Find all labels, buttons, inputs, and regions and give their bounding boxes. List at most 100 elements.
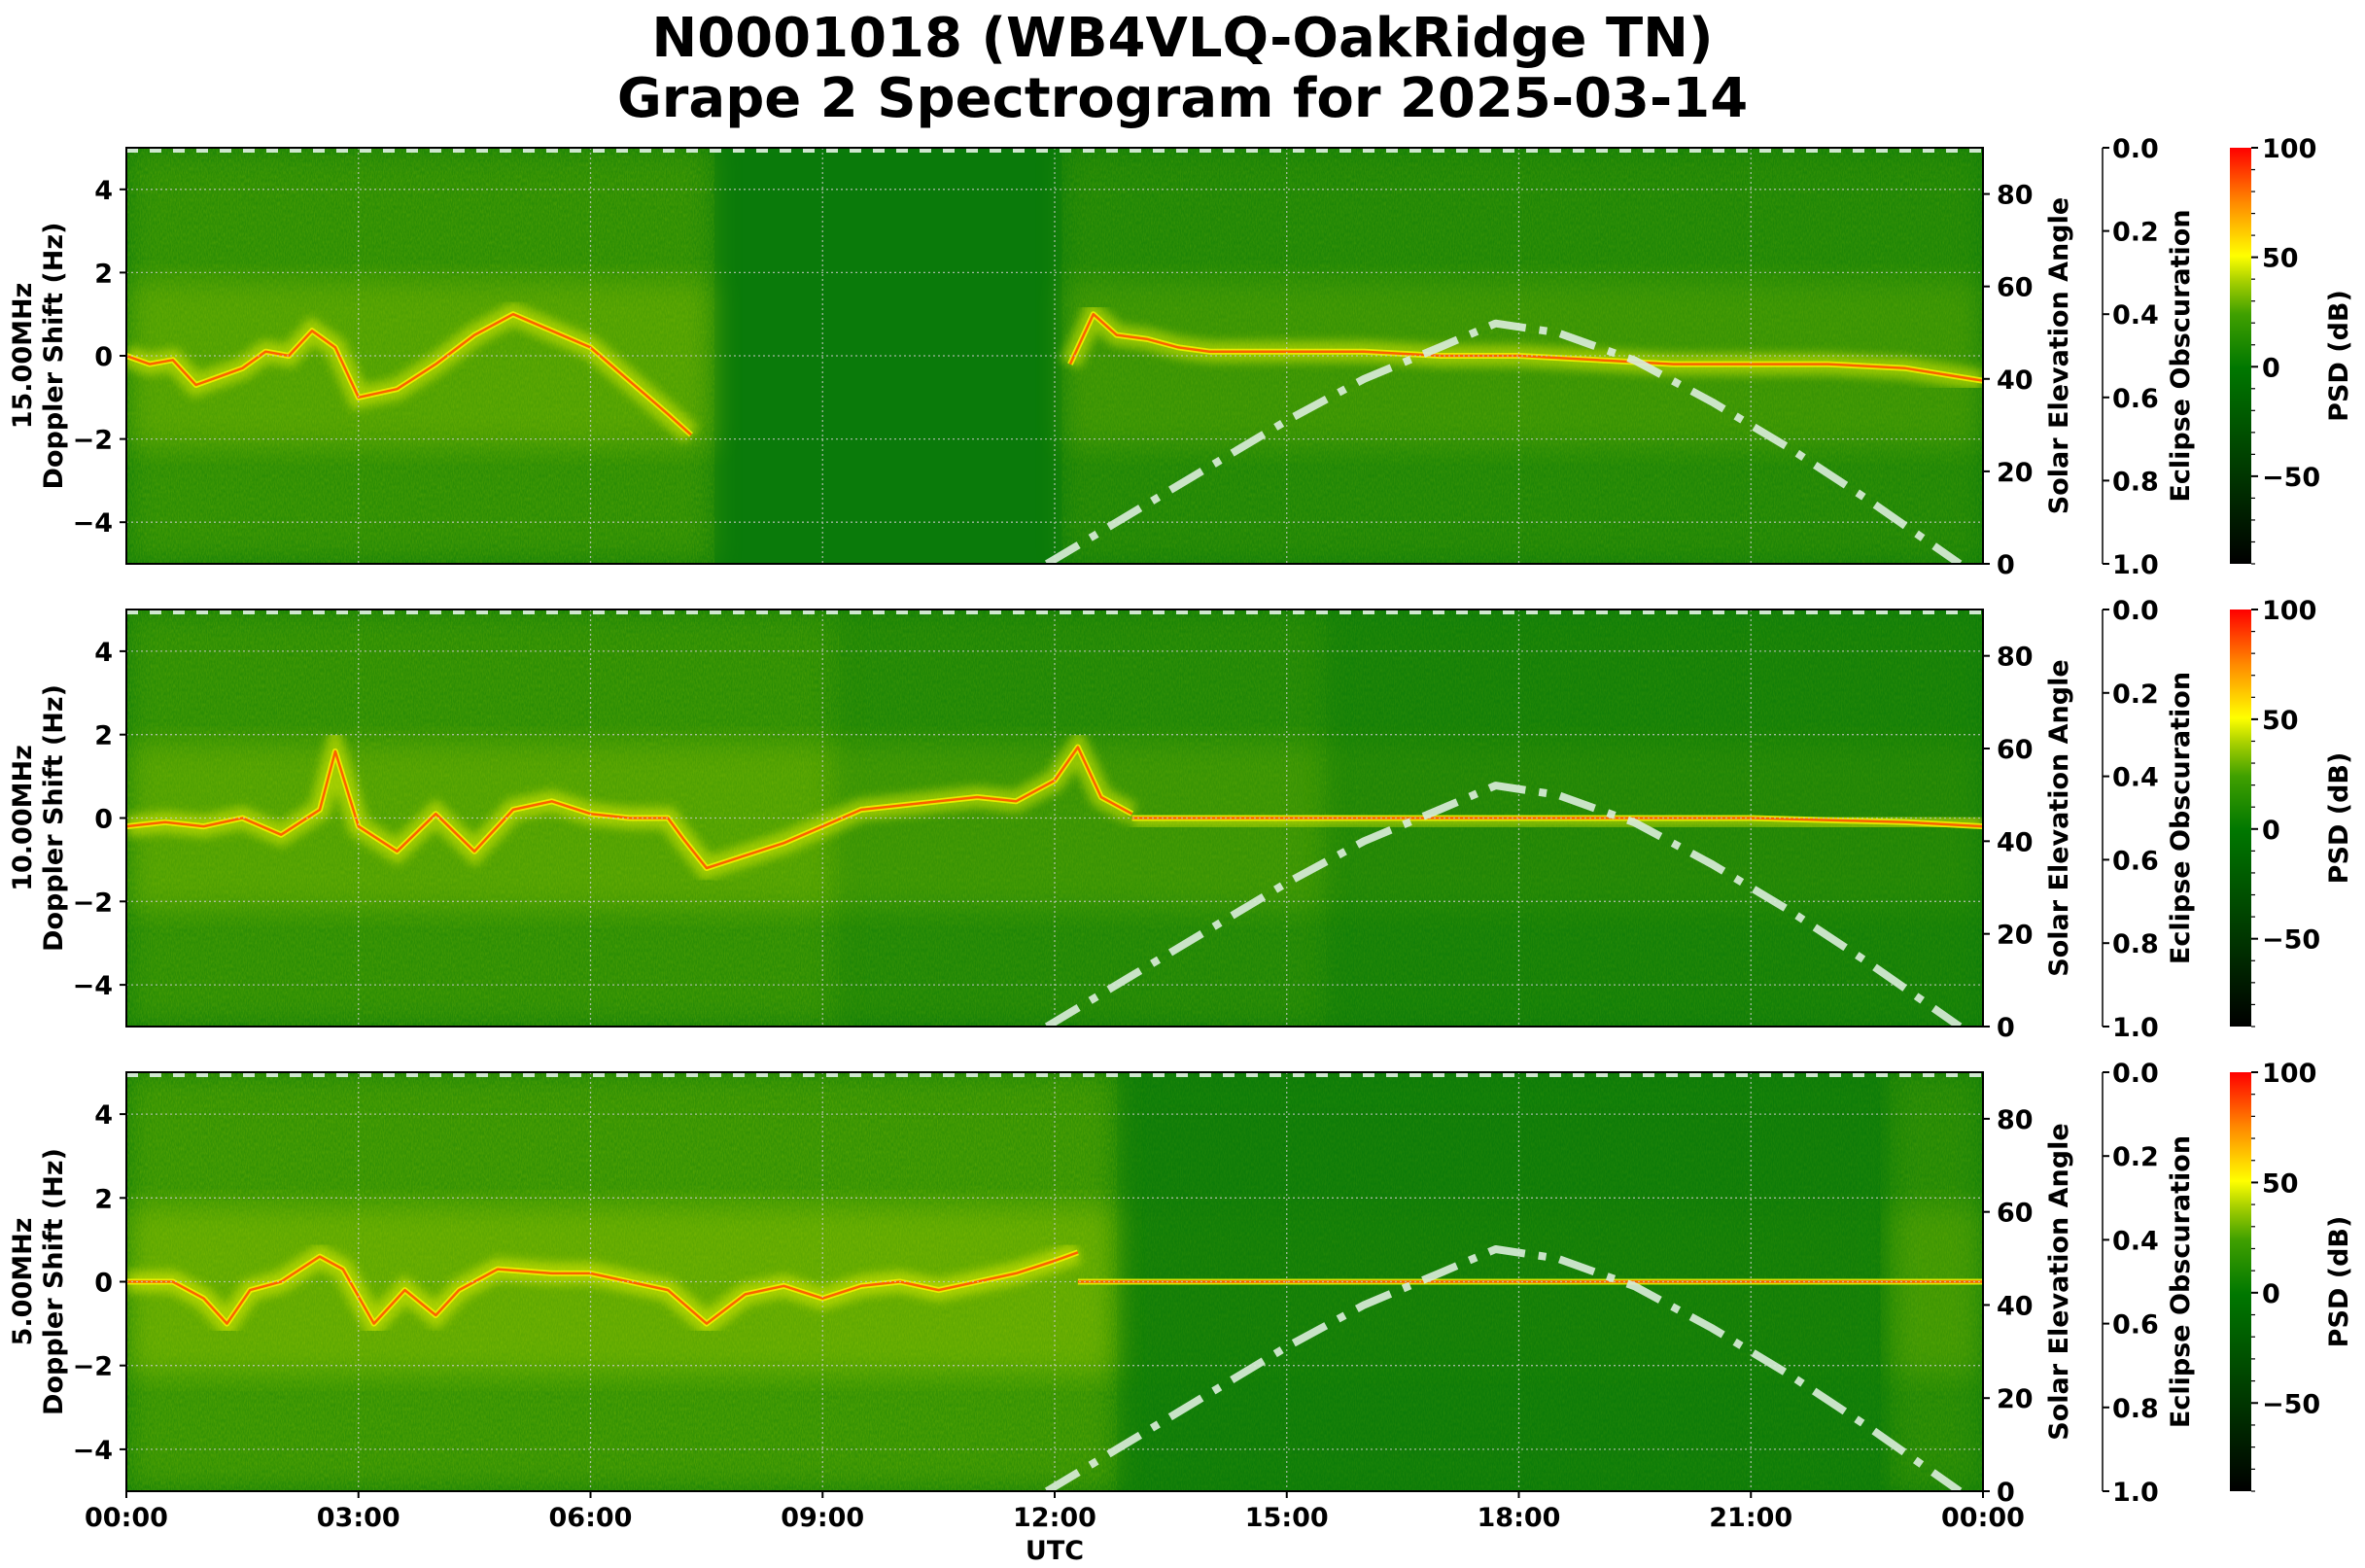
y-tick-label: 4	[94, 1100, 113, 1131]
y-tick-label: 0	[94, 1269, 113, 1299]
solar-elevation-axis-label: Solar Elevation Angle	[2044, 659, 2074, 976]
colorbar-tick-label: 0	[2262, 353, 2280, 383]
y-tick-label: 2	[94, 259, 113, 289]
grid-lines	[126, 148, 1983, 564]
eclipse-tick-label: 0.6	[2112, 384, 2159, 414]
eclipse-tick-label: 0.2	[2112, 1142, 2159, 1172]
panel-15.00mhz: 420−2−415.00MHz Doppler Shift (Hz)8060402…	[8, 134, 2354, 580]
x-tick-label: 12:00	[1013, 1503, 1096, 1533]
y-axis-frequency-label: 15.00MHz	[8, 283, 38, 430]
y-tick-label: 2	[94, 721, 113, 751]
solar-elevation-axis-label: Solar Elevation Angle	[2044, 197, 2074, 514]
solar-elevation-tick-label: 0	[1997, 1478, 2015, 1508]
solar-elevation-tick-label: 60	[1997, 1199, 2034, 1229]
eclipse-tick-label: 0.6	[2112, 846, 2159, 876]
y-tick-label: −2	[73, 426, 113, 456]
x-axis-label: UTC	[1026, 1536, 1084, 1566]
colorbar-tick-label: 50	[2262, 706, 2299, 736]
eclipse-tick-label: 0.2	[2112, 218, 2159, 248]
colorbar-tick-label: 50	[2262, 1168, 2299, 1199]
colorbar-label: PSD (dB)	[2324, 1216, 2354, 1348]
solar-elevation-tick-label: 20	[1997, 458, 2034, 488]
x-tick-label: 18:00	[1478, 1503, 1561, 1533]
solar-elevation-tick-label: 20	[1997, 921, 2034, 951]
y-tick-label: −4	[73, 971, 113, 1001]
solar-elevation-tick-label: 60	[1997, 273, 2034, 303]
eclipse-tick-label: 1.0	[2112, 1478, 2159, 1508]
colorbar-tick-label: 0	[2262, 1279, 2280, 1309]
solar-elevation-tick-label: 0	[1997, 1013, 2015, 1043]
eclipse-axis-label: Eclipse Obscuration	[2166, 209, 2196, 502]
colorbar-label: PSD (dB)	[2324, 752, 2354, 885]
spectrogram-image	[126, 610, 1983, 1027]
solar-elevation-tick-label: 20	[1997, 1384, 2034, 1414]
x-tick-label: 15:00	[1245, 1503, 1329, 1533]
eclipse-tick-label: 0.8	[2112, 1394, 2159, 1424]
y-axis-doppler-label: Doppler Shift (Hz)	[39, 223, 69, 490]
eclipse-tick-label: 0.2	[2112, 679, 2159, 710]
solar-elevation-tick-label: 40	[1997, 1291, 2034, 1321]
colorbar-tick-label: −50	[2262, 463, 2320, 493]
x-tick-label: 09:00	[781, 1503, 864, 1533]
eclipse-tick-label: 0.8	[2112, 467, 2159, 497]
colorbar-tick-label: 50	[2262, 244, 2299, 274]
x-tick-label: 00:00	[1941, 1503, 2025, 1533]
chart-title-line-1: N0001018 (WB4VLQ-OakRidge TN)	[651, 7, 1714, 70]
eclipse-tick-label: 0.4	[2112, 763, 2159, 793]
x-tick-label: 03:00	[317, 1503, 400, 1533]
eclipse-tick-label: 0.0	[2112, 596, 2159, 626]
solar-elevation-tick-label: 40	[1997, 366, 2034, 396]
y-tick-label: −2	[73, 888, 113, 918]
y-axis-doppler-label: Doppler Shift (Hz)	[39, 684, 69, 952]
y-tick-label: −2	[73, 1352, 113, 1382]
y-axis-frequency-label: 5.00MHz	[8, 1218, 38, 1346]
solar-elevation-tick-label: 0	[1997, 550, 2015, 580]
colorbar-tick-label: 100	[2262, 1059, 2316, 1089]
eclipse-axis-label: Eclipse Obscuration	[2166, 672, 2196, 964]
solar-elevation-tick-label: 40	[1997, 827, 2034, 857]
spectrogram-image	[126, 148, 1983, 564]
spectrogram-image	[126, 1072, 1983, 1491]
solar-elevation-axis-label: Solar Elevation Angle	[2044, 1123, 2074, 1440]
grid-lines	[126, 1072, 1983, 1491]
solar-elevation-tick-label: 60	[1997, 735, 2034, 765]
colorbar-tick-label: −50	[2262, 925, 2320, 956]
y-tick-label: 2	[94, 1184, 113, 1214]
eclipse-tick-label: 0.6	[2112, 1310, 2159, 1341]
colorbar-tick-label: −50	[2262, 1389, 2320, 1419]
grid-lines	[126, 610, 1983, 1027]
eclipse-tick-label: 1.0	[2112, 1013, 2159, 1043]
eclipse-tick-label: 0.4	[2112, 1226, 2159, 1256]
solar-elevation-tick-label: 80	[1997, 643, 2034, 673]
x-tick-label: 06:00	[549, 1503, 633, 1533]
y-axis-frequency-label: 10.00MHz	[8, 745, 38, 891]
eclipse-tick-label: 0.8	[2112, 929, 2159, 959]
eclipse-axis-label: Eclipse Obscuration	[2166, 1135, 2196, 1428]
y-tick-label: −4	[73, 508, 113, 539]
chart-title-line-2: Grape 2 Spectrogram for 2025-03-14	[616, 67, 1749, 130]
eclipse-tick-label: 1.0	[2112, 550, 2159, 580]
y-tick-label: 4	[94, 176, 113, 206]
y-axis-doppler-label: Doppler Shift (Hz)	[39, 1148, 69, 1415]
y-tick-label: −4	[73, 1436, 113, 1466]
colorbar	[2230, 610, 2251, 1027]
panel-5.00mhz: 420−2−45.00MHz Doppler Shift (Hz)80604020…	[8, 1059, 2354, 1508]
x-tick-label: 21:00	[1709, 1503, 1792, 1533]
eclipse-tick-label: 0.0	[2112, 1059, 2159, 1089]
y-tick-label: 0	[94, 342, 113, 372]
panel-10.00mhz: 420−2−410.00MHz Doppler Shift (Hz)8060402…	[8, 596, 2354, 1043]
colorbar-label: PSD (dB)	[2324, 290, 2354, 422]
y-tick-label: 0	[94, 805, 113, 835]
colorbar-tick-label: 100	[2262, 596, 2316, 626]
colorbar	[2230, 1072, 2251, 1491]
solar-elevation-curve	[1044, 782, 1963, 1027]
eclipse-tick-label: 0.0	[2112, 134, 2159, 164]
solar-elevation-curve	[1044, 319, 1963, 564]
eclipse-tick-label: 0.4	[2112, 300, 2159, 331]
colorbar	[2230, 148, 2251, 564]
solar-elevation-tick-label: 80	[1997, 1105, 2034, 1135]
colorbar-tick-label: 100	[2262, 134, 2316, 164]
solar-elevation-curve	[1044, 1245, 1963, 1491]
colorbar-tick-label: 0	[2262, 816, 2280, 846]
